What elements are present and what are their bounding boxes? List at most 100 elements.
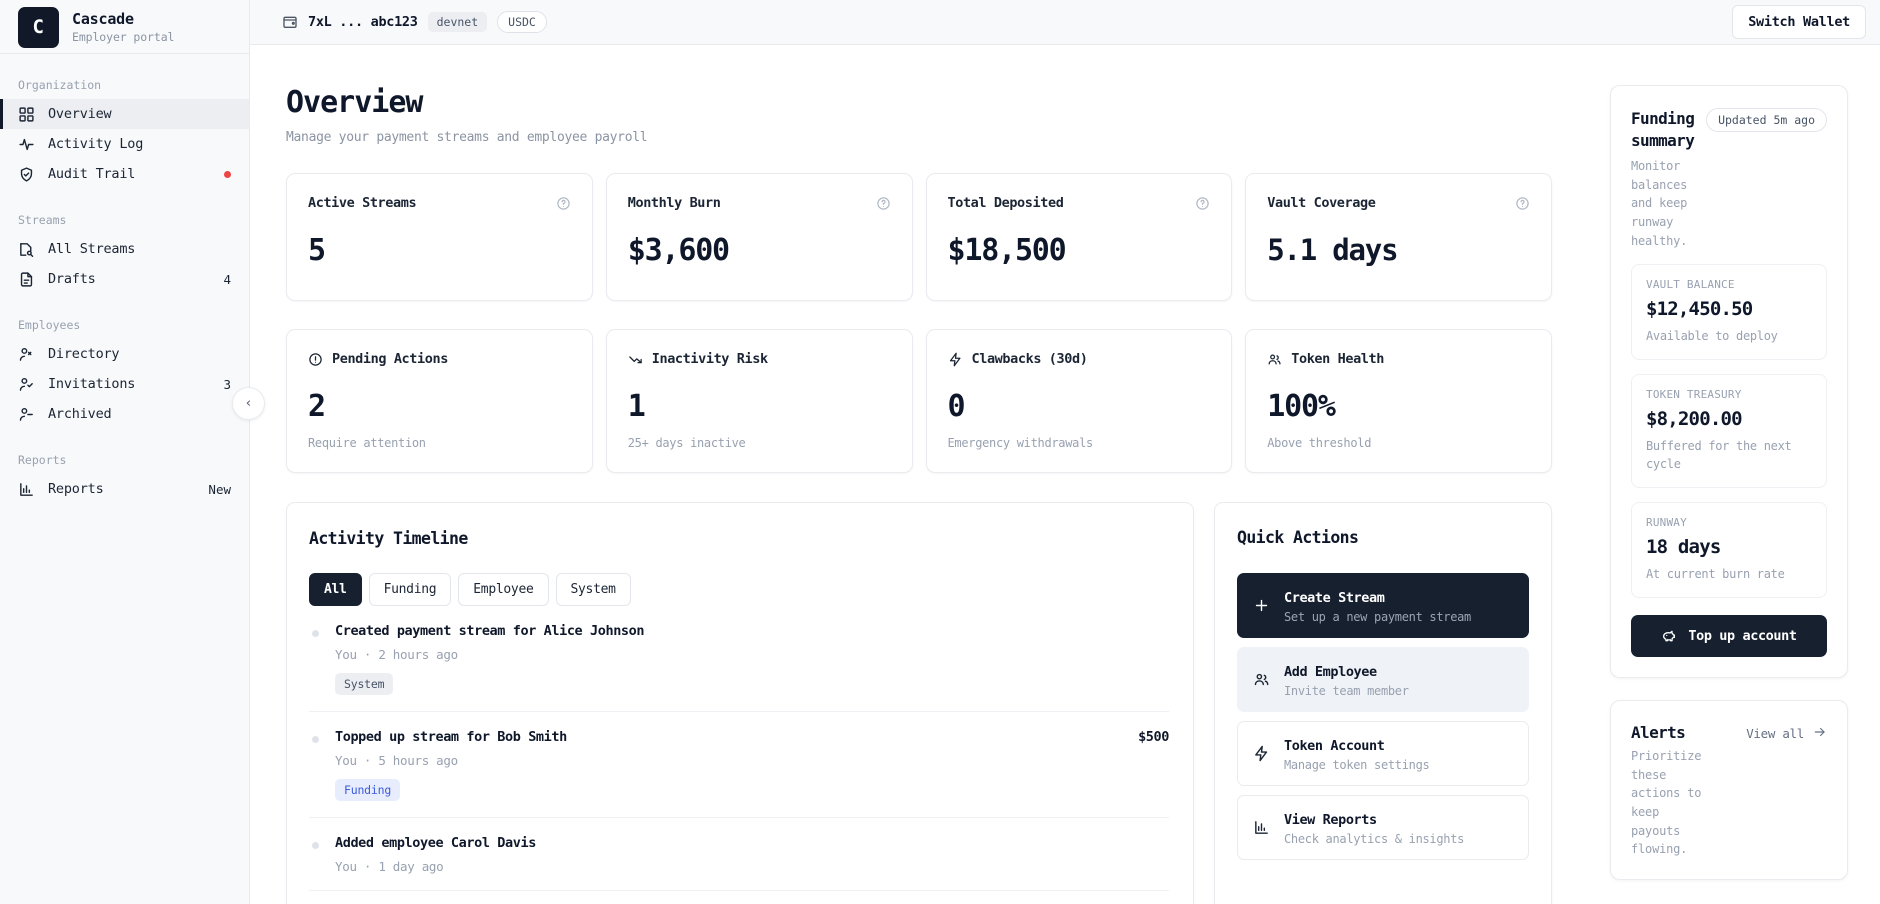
main-area: 7xL ... abc123 devnet USDC Switch Wallet… — [250, 0, 1880, 904]
timeline-item-badge: System — [335, 673, 394, 695]
sidebar-item-audit-trail[interactable]: Audit Trail — [0, 159, 249, 189]
stat-value: 2 — [308, 389, 326, 424]
users-icon — [1267, 352, 1282, 367]
help-circle-icon[interactable] — [1515, 196, 1530, 211]
page-title: Overview — [286, 85, 424, 120]
quick-action-create-stream[interactable]: Create Stream Set up a new payment strea… — [1237, 573, 1529, 638]
bar-chart-icon — [1253, 819, 1270, 836]
quick-action-view-reports[interactable]: View Reports Check analytics & insights — [1237, 795, 1529, 860]
nav-group-label-organization: Organization — [18, 78, 102, 92]
sidebar-item-activity-log[interactable]: Activity Log — [0, 129, 249, 159]
plus-icon — [1253, 597, 1270, 614]
timeline-item-title: Topped up stream for Bob Smith — [335, 729, 567, 745]
alerts-view-all-label: View all — [1746, 726, 1804, 742]
sidebar-item-all-streams[interactable]: All Streams — [0, 234, 249, 264]
metric-value: 18 days — [1646, 536, 1721, 559]
quick-action-title: View Reports — [1284, 812, 1377, 828]
sidebar-item-label: Activity Log — [48, 136, 144, 152]
nav-spacer — [0, 294, 249, 308]
bar-chart-icon — [18, 481, 35, 498]
quick-action-title: Create Stream — [1284, 590, 1385, 606]
nav-group-label-employees: Employees — [18, 318, 81, 332]
sidebar-item-drafts[interactable]: Drafts 4 — [0, 264, 249, 294]
help-circle-icon[interactable] — [556, 196, 571, 211]
metric-note: Available to deploy — [1646, 329, 1778, 344]
metric-value: $12,450.50 — [1646, 298, 1753, 321]
sidebar-item-count: 3 — [223, 376, 231, 392]
sidebar-item-label: Audit Trail — [48, 166, 136, 182]
stat-label: Monthly Burn — [627, 195, 721, 211]
user-minus-icon — [18, 406, 35, 423]
help-circle-icon[interactable] — [1195, 196, 1210, 211]
stat-value: 100% — [1267, 389, 1336, 424]
timeline-item-meta: You · 5 hours ago — [335, 753, 458, 768]
timeline-item[interactable]: Topped up stream for Bob Smith $500 You … — [309, 712, 1169, 818]
quick-action-title: Add Employee — [1284, 664, 1377, 680]
users-icon — [1253, 671, 1270, 688]
timeline-item[interactable]: Created payment stream for Alice Johnson… — [309, 606, 1169, 712]
streams-icon — [18, 241, 35, 258]
alert-circle-icon — [308, 352, 323, 367]
activity-timeline-tabs: All Funding Employee System — [309, 573, 1169, 606]
sidebar-item-directory[interactable]: Directory — [0, 339, 249, 369]
stat-card-token-health: Token Health 100% Above threshold — [1245, 329, 1552, 473]
top-up-account-label: Top up account — [1688, 628, 1797, 645]
sidebar: C Cascade Employer portal Organization O… — [0, 0, 265, 904]
content-area: Overview Manage your payment streams and… — [250, 45, 1880, 904]
sidebar-item-reports[interactable]: Reports New — [0, 474, 249, 504]
stat-label: Clawbacks (30d) — [971, 351, 1088, 367]
quick-action-add-employee[interactable]: Add Employee Invite team member — [1237, 647, 1529, 712]
metric-note: Buffered for the next cycle — [1646, 439, 1792, 472]
brand-name: Cascade — [72, 10, 134, 28]
wallet-info[interactable]: 7xL ... abc123 devnet USDC — [282, 11, 547, 33]
piggy-bank-icon — [1661, 628, 1677, 644]
alerts-view-all-link[interactable]: View all — [1746, 725, 1827, 742]
zap-icon — [948, 352, 963, 367]
sidebar-nav: Organization Overview Activity Log Audit… — [0, 54, 249, 504]
tab-all[interactable]: All — [309, 573, 362, 606]
sidebar-item-badge: New — [208, 481, 231, 497]
top-up-account-button[interactable]: Top up account — [1631, 615, 1827, 658]
funding-summary-title: Funding summary — [1631, 109, 1695, 150]
sidebar-collapse-button[interactable]: ‹ — [232, 387, 265, 420]
user-check-icon — [18, 376, 35, 393]
wallet-address: 7xL ... abc123 — [308, 14, 418, 30]
timeline-item-meta: You · 1 day ago — [335, 859, 444, 874]
zap-icon — [1253, 745, 1270, 762]
unread-dot-icon — [224, 170, 231, 178]
chevron-left-icon: ‹ — [244, 396, 253, 411]
brand-logo: C — [18, 6, 59, 48]
sidebar-item-invitations[interactable]: Invitations 3 — [0, 369, 249, 399]
timeline-item-meta: You · 2 hours ago — [335, 647, 458, 662]
tab-system[interactable]: System — [555, 573, 631, 606]
stat-card-inactivity-risk: Inactivity Risk 1 25+ days inactive — [605, 329, 913, 473]
stat-card-active-streams: Active Streams 5 — [286, 173, 593, 301]
user-search-icon — [18, 346, 35, 363]
metric-label: TOKEN TREASURY — [1646, 388, 1742, 402]
sidebar-item-label: Overview — [48, 106, 112, 122]
alerts-description: Prioritize these actions to keep payouts… — [1631, 749, 1702, 857]
sidebar-item-archived[interactable]: Archived — [0, 399, 249, 429]
grid-icon — [18, 106, 35, 123]
tab-employee[interactable]: Employee — [458, 573, 549, 606]
sidebar-item-label: Archived — [48, 406, 112, 422]
metric-note: At current burn rate — [1646, 567, 1785, 582]
quick-action-subtitle: Check analytics & insights — [1284, 832, 1465, 846]
timeline-item[interactable]: Added employee Carol Davis You · 1 day a… — [309, 818, 1169, 891]
stat-card-total-deposited: Total Deposited $18,500 — [925, 173, 1233, 301]
help-circle-icon[interactable] — [876, 196, 891, 211]
tab-funding[interactable]: Funding — [368, 573, 452, 606]
alerts-card: Alerts View all Prioritize these actions… — [1610, 700, 1848, 880]
nav-spacer — [0, 189, 249, 203]
stat-card-vault-coverage: Vault Coverage 5.1 days — [1245, 173, 1552, 301]
timeline-dot-icon — [312, 630, 319, 637]
metric-label: RUNWAY — [1646, 516, 1687, 530]
sidebar-item-label: All Streams — [48, 241, 136, 257]
stat-card-monthly-burn: Monthly Burn $3,600 — [605, 173, 913, 301]
sidebar-item-overview[interactable]: Overview — [0, 99, 249, 129]
quick-action-token-account[interactable]: Token Account Manage token settings — [1237, 721, 1529, 786]
nav-group-label-reports: Reports — [18, 453, 67, 467]
switch-wallet-button[interactable]: Switch Wallet — [1732, 5, 1866, 39]
timeline-dot-icon — [312, 842, 319, 849]
